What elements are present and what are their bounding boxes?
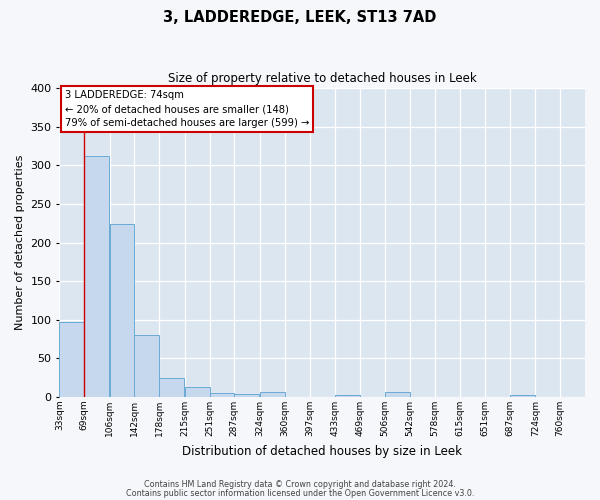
Title: Size of property relative to detached houses in Leek: Size of property relative to detached ho… [168,72,476,86]
Bar [209,393,235,397]
Bar [335,394,360,397]
Bar [185,387,209,397]
Bar [385,392,410,397]
Text: Contains HM Land Registry data © Crown copyright and database right 2024.: Contains HM Land Registry data © Crown c… [144,480,456,489]
Bar [84,156,109,397]
Bar [159,378,184,397]
Bar [510,394,535,397]
Bar [134,335,159,397]
Y-axis label: Number of detached properties: Number of detached properties [15,155,25,330]
Text: Contains public sector information licensed under the Open Government Licence v3: Contains public sector information licen… [126,489,474,498]
Bar [235,394,259,397]
Bar [59,322,84,397]
Text: 3, LADDEREDGE, LEEK, ST13 7AD: 3, LADDEREDGE, LEEK, ST13 7AD [163,10,437,25]
Bar [260,392,284,397]
X-axis label: Distribution of detached houses by size in Leek: Distribution of detached houses by size … [182,444,462,458]
Text: 3 LADDEREDGE: 74sqm
← 20% of detached houses are smaller (148)
79% of semi-detac: 3 LADDEREDGE: 74sqm ← 20% of detached ho… [65,90,309,128]
Bar [110,224,134,397]
